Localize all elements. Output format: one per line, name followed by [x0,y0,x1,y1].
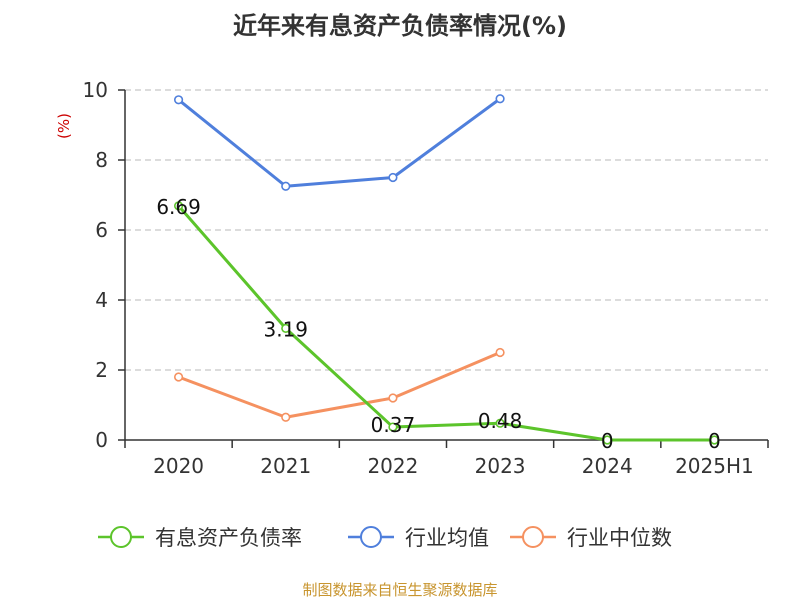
y-tick-label: 4 [95,288,108,312]
series-lines [173,94,720,445]
data-label: 0 [601,429,614,453]
y-axis-label: (%) [55,113,73,139]
x-tick-label: 2021 [260,454,311,478]
data-point [388,172,398,183]
series-line-2 [178,351,501,419]
data-point [281,412,291,422]
data-label: 6.69 [156,195,201,219]
y-tick-label: 6 [95,218,108,242]
series-line-0 [177,204,715,442]
data-point [495,347,505,358]
data-point [281,181,291,191]
legend-marker [522,526,544,548]
legend-label: 有息资产负债率 [155,526,302,550]
legend-item: 行业中位数 [510,526,672,550]
data-point [495,94,505,104]
axes [124,90,768,441]
data-label: 0.37 [371,413,416,437]
y-axis-ticks: 0 2 4 6 8 10 [83,78,125,452]
chart-title: 近年来有息资产负债率情况(%) [233,12,567,40]
y-tick-label: 8 [95,148,108,172]
legend-marker [360,526,382,548]
data-label: 3.19 [263,317,308,341]
y-tick-label: 2 [95,358,108,382]
grid-lines [125,89,768,371]
data-point [709,435,720,445]
legend-marker [110,526,132,548]
legend: 有息资产负债率 行业均值 行业中位数 [98,526,672,550]
data-label: 0.48 [478,409,523,433]
source-note: 制图数据来自恒生聚源数据库 [302,581,497,599]
x-tick-label: 2023 [475,454,526,478]
legend-item: 行业均值 [348,526,489,550]
y-tick-label: 10 [83,78,108,102]
data-label: 0 [708,429,721,453]
x-tick-label: 2024 [582,454,633,478]
data-point [173,372,184,382]
data-point [602,435,612,445]
x-axis-ticks: 2020 2021 2022 2023 2024 2025H1 [124,440,769,478]
legend-label: 行业中位数 [567,526,672,550]
legend-item: 有息资产负债率 [98,526,302,550]
y-tick-label: 0 [95,428,108,452]
data-point [173,95,184,105]
data-point [495,418,505,428]
x-tick-label: 2025H1 [675,454,754,478]
data-point [281,323,291,333]
data-point [388,393,398,403]
data-labels: 6.69 3.19 0.37 0.48 0 0 [156,195,720,453]
data-point [388,422,398,432]
x-tick-label: 2022 [367,454,418,478]
x-tick-label: 2020 [153,454,204,478]
series-line-1 [177,97,501,188]
data-point [173,201,184,211]
legend-label: 行业均值 [405,526,489,550]
